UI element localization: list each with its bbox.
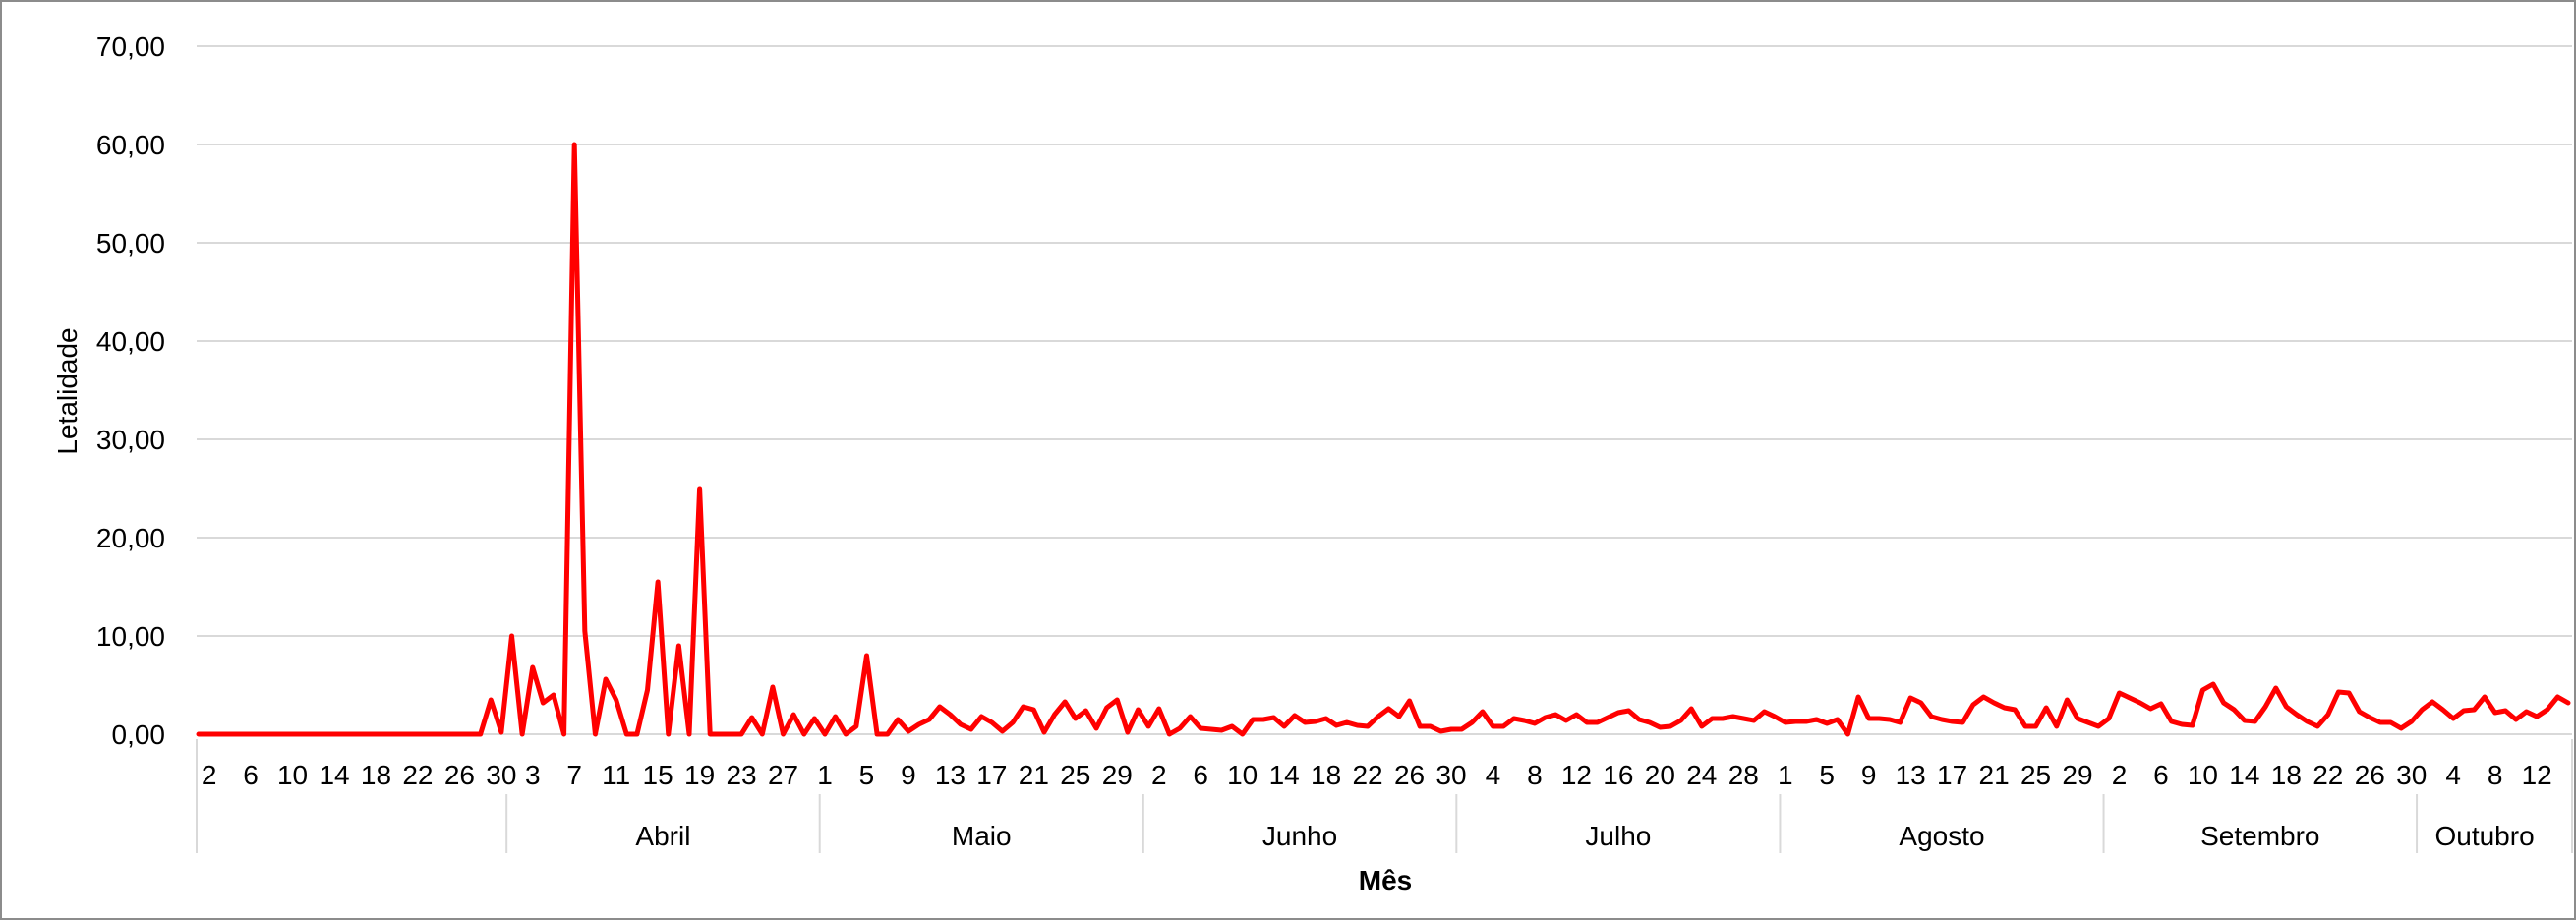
x-tick-label: 28 bbox=[1728, 760, 1759, 790]
x-tick-label: 8 bbox=[1527, 760, 1543, 790]
x-tick-label: 6 bbox=[243, 760, 259, 790]
x-tick-label: 22 bbox=[402, 760, 433, 790]
x-tick-label: 5 bbox=[1819, 760, 1835, 790]
x-tick-label: 22 bbox=[1352, 760, 1382, 790]
x-tick-label: 6 bbox=[2153, 760, 2169, 790]
y-tick-label: 70,00 bbox=[96, 31, 165, 62]
x-tick-label: 19 bbox=[684, 760, 715, 790]
y-axis: 0,00 10,00 20,00 30,00 40,00 50,00 60,00 70,00 bbox=[96, 31, 165, 750]
x-tick-label: 18 bbox=[2271, 760, 2302, 790]
y-tick-label: 0,00 bbox=[112, 719, 166, 750]
x-tick-label: 18 bbox=[361, 760, 391, 790]
x-tick-label: 17 bbox=[1937, 760, 1967, 790]
x-tick-label: 13 bbox=[1896, 760, 1926, 790]
x-tick-label: 21 bbox=[1019, 760, 1049, 790]
gridlines bbox=[197, 45, 2572, 735]
x-tick-label: 12 bbox=[2522, 760, 2552, 790]
x-tick-label: 1 bbox=[1778, 760, 1793, 790]
x-tick-label: 10 bbox=[277, 760, 308, 790]
month-label: Maio bbox=[952, 821, 1012, 851]
month-label: Abril bbox=[635, 821, 690, 851]
x-tick-label: 8 bbox=[2488, 760, 2503, 790]
x-tick-label: 6 bbox=[1193, 760, 1208, 790]
x-tick-label: 30 bbox=[486, 760, 516, 790]
y-tick-label: 30,00 bbox=[96, 425, 165, 455]
month-label: Agosto bbox=[1899, 821, 1984, 851]
x-tick-label: 24 bbox=[1686, 760, 1717, 790]
x-tick-label: 10 bbox=[2188, 760, 2218, 790]
month-label: Outubro bbox=[2434, 821, 2534, 851]
x-tick-label: 10 bbox=[1227, 760, 1258, 790]
x-tick-label: 23 bbox=[726, 760, 756, 790]
x-tick-label: 4 bbox=[2445, 760, 2461, 790]
x-axis: Abril Maio Junho Julho Agosto Setembro Outubro… bbox=[196, 739, 2573, 853]
x-tick-label: 4 bbox=[1486, 760, 1501, 790]
x-tick-label: 30 bbox=[1435, 760, 1466, 790]
x-tick-label: 29 bbox=[2062, 760, 2092, 790]
x-tick-label: 17 bbox=[976, 760, 1007, 790]
x-tick-label: 11 bbox=[602, 760, 630, 790]
x-tick-label: 5 bbox=[859, 760, 875, 790]
y-tick-label: 20,00 bbox=[96, 523, 165, 553]
x-tick-label: 2 bbox=[1151, 760, 1167, 790]
x-tick-label: 30 bbox=[2396, 760, 2427, 790]
y-axis-title: Letalidade bbox=[52, 327, 83, 454]
y-tick-label: 50,00 bbox=[96, 228, 165, 259]
month-label: Setembro bbox=[2200, 821, 2319, 851]
x-tick-label: 29 bbox=[1102, 760, 1133, 790]
month-label: Julho bbox=[1585, 821, 1651, 851]
y-tick-label: 10,00 bbox=[96, 621, 165, 652]
x-tick-label: 1 bbox=[817, 760, 833, 790]
x-tick-label: 26 bbox=[2355, 760, 2385, 790]
x-tick-label: 2 bbox=[2112, 760, 2128, 790]
x-tick-label: 18 bbox=[1311, 760, 1341, 790]
x-tick-label: 22 bbox=[2313, 760, 2343, 790]
x-tick-label: 9 bbox=[1861, 760, 1877, 790]
x-axis-title: Mês bbox=[1359, 865, 1412, 895]
x-tick-label: 14 bbox=[319, 760, 349, 790]
x-tick-label: 12 bbox=[1561, 760, 1592, 790]
x-tick-label: 16 bbox=[1603, 760, 1633, 790]
x-tick-label: 25 bbox=[2020, 760, 2051, 790]
x-tick-label: 21 bbox=[1979, 760, 2010, 790]
series-line bbox=[196, 142, 2571, 737]
x-tick-label: 26 bbox=[444, 760, 475, 790]
month-label: Junho bbox=[1262, 821, 1337, 851]
x-tick-label: 20 bbox=[1645, 760, 1675, 790]
x-tick-label: 9 bbox=[901, 760, 916, 790]
x-tick-label: 3 bbox=[525, 760, 541, 790]
x-tick-label: 14 bbox=[2229, 760, 2259, 790]
x-tick-label: 26 bbox=[1394, 760, 1425, 790]
y-tick-label: 60,00 bbox=[96, 130, 165, 160]
x-tick-label: 27 bbox=[768, 760, 798, 790]
x-tick-label: 13 bbox=[935, 760, 966, 790]
x-tick-label: 25 bbox=[1060, 760, 1090, 790]
series-layer bbox=[196, 142, 2571, 737]
x-tick-label: 15 bbox=[643, 760, 673, 790]
y-tick-label: 40,00 bbox=[96, 326, 165, 357]
x-tick-label: 14 bbox=[1269, 760, 1300, 790]
x-tick-label: 7 bbox=[566, 760, 582, 790]
x-tick-label: 2 bbox=[202, 760, 217, 790]
